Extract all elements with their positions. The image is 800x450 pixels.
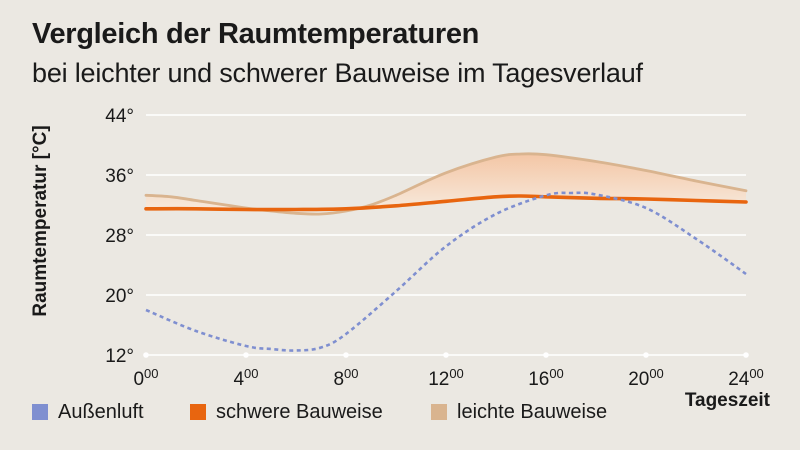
legend-label-leichte-bauweise: leichte Bauweise [457, 401, 608, 423]
y-tick-label: 28° [105, 226, 134, 247]
y-tick-label: 12° [105, 346, 134, 367]
y-tick-labels: 12° 20° 28° 36° 44° [105, 106, 134, 367]
series-line-leichte-bauweise [144, 152, 748, 216]
x-tick-mark [143, 352, 149, 358]
y-tick-label: 20° [105, 286, 134, 307]
x-tick-label: 800 [333, 366, 358, 390]
x-tick-mark [643, 352, 649, 358]
x-tick-labels: 000 400 800 1200 1600 2000 2400 [133, 366, 763, 390]
x-tick-mark [543, 352, 549, 358]
x-tick-label: 400 [233, 366, 258, 390]
series-line-aussenluft [145, 191, 747, 352]
legend-swatch-aussenluft [32, 404, 48, 420]
area-fill-leicht-schwer [146, 154, 746, 210]
x-tick-label: 2400 [728, 366, 764, 390]
x-tick-mark [743, 352, 749, 358]
legend-swatch-leichte-bauweise [431, 404, 447, 420]
x-tick-mark [243, 352, 249, 358]
area-fill-layer [146, 154, 746, 210]
series-layer [144, 152, 748, 352]
grid-layer [143, 114, 749, 358]
x-tick-label: 000 [133, 366, 158, 390]
x-tick-mark [443, 352, 449, 358]
y-tick-label: 44° [105, 106, 134, 127]
legend-label-schwere-bauweise: schwere Bauweise [216, 401, 383, 423]
x-axis-label: Tageszeit [684, 390, 770, 411]
x-tick-mark [343, 352, 349, 358]
y-tick-label: 36° [105, 166, 134, 187]
legend-label-aussenluft: Außenluft [58, 401, 144, 423]
y-axis-label: Raumtemperatur [°C] [30, 125, 51, 317]
chart-subtitle: bei leichter und schwerer Bauweise im Ta… [32, 58, 643, 88]
x-tick-label: 1200 [428, 366, 464, 390]
chart-title: Vergleich der Raumtemperaturen [32, 18, 480, 50]
x-tick-label: 1600 [528, 366, 564, 390]
legend-swatch-schwere-bauweise [190, 404, 206, 420]
series-line-schwere-bauweise [144, 194, 748, 212]
x-tick-label: 2000 [628, 366, 664, 390]
